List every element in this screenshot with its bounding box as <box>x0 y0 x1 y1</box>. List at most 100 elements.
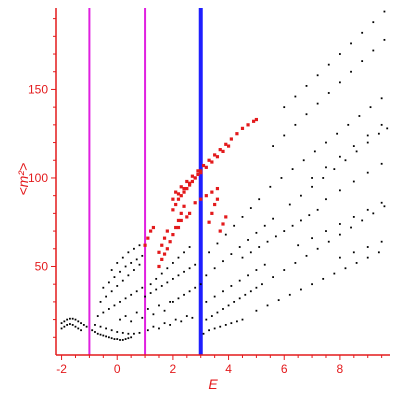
data-point-series-0 <box>119 339 121 341</box>
data-point-series-0 <box>380 240 383 243</box>
data-point-series-1 <box>199 171 203 175</box>
data-point-series-1 <box>196 172 200 177</box>
data-point-series-0 <box>69 317 71 320</box>
data-point-series-0 <box>355 150 358 153</box>
data-point-series-1 <box>210 190 214 194</box>
data-point-series-0 <box>121 279 124 282</box>
data-point-series-0 <box>124 338 127 340</box>
data-point-series-0 <box>74 318 77 321</box>
data-point-series-0 <box>300 288 302 291</box>
data-point-series-0 <box>94 331 96 333</box>
data-point-series-1 <box>182 186 186 191</box>
data-point-series-0 <box>107 281 110 284</box>
data-point-series-1 <box>201 163 206 168</box>
data-point-series-0 <box>230 285 233 287</box>
data-point-series-1 <box>165 247 169 251</box>
data-point-series-0 <box>305 254 308 257</box>
data-point-series-0 <box>155 277 158 280</box>
data-point-series-0 <box>107 308 110 310</box>
data-point-series-0 <box>283 230 286 232</box>
data-point-series-0 <box>274 235 277 238</box>
data-point-series-0 <box>110 329 113 332</box>
data-point-series-0 <box>135 258 138 261</box>
data-point-series-0 <box>124 265 127 268</box>
data-point-series-0 <box>372 212 375 215</box>
data-point-series-0 <box>146 308 149 310</box>
data-point-series-0 <box>116 338 119 340</box>
x-tick-label: 2 <box>170 362 177 376</box>
data-point-series-1 <box>162 236 167 240</box>
data-point-series-0 <box>258 198 261 201</box>
data-point-series-0 <box>325 166 327 169</box>
data-point-series-0 <box>166 267 169 270</box>
data-point-series-0 <box>291 224 294 227</box>
data-point-series-0 <box>141 254 144 257</box>
data-point-series-0 <box>311 283 313 286</box>
x-tick-label: -2 <box>56 362 67 376</box>
data-point-series-0 <box>63 320 66 323</box>
data-point-series-0 <box>255 269 258 271</box>
data-point-series-1 <box>240 126 245 130</box>
data-point-series-0 <box>141 286 144 289</box>
data-point-series-1 <box>185 179 189 184</box>
data-point-series-0 <box>66 324 69 326</box>
data-point-series-1 <box>193 201 197 205</box>
data-point-series-0 <box>138 244 141 247</box>
data-point-series-1 <box>229 137 233 141</box>
data-point-series-0 <box>113 338 116 340</box>
data-point-series-0 <box>377 132 380 135</box>
data-point-series-0 <box>386 127 389 130</box>
data-point-series-1 <box>254 117 258 122</box>
data-point-series-0 <box>241 216 244 218</box>
data-point-series-0 <box>283 269 286 271</box>
data-point-series-1 <box>193 176 197 180</box>
data-point-series-0 <box>294 262 297 264</box>
data-point-series-0 <box>121 331 124 334</box>
data-point-series-0 <box>71 317 74 320</box>
data-point-series-0 <box>130 336 133 339</box>
data-point-series-0 <box>238 297 241 300</box>
axes <box>55 8 390 356</box>
data-point-series-0 <box>272 217 274 220</box>
data-point-series-0 <box>188 246 191 248</box>
data-point-series-0 <box>138 331 141 334</box>
data-point-series-1 <box>188 183 192 187</box>
data-point-series-1 <box>174 225 178 230</box>
data-point-series-0 <box>102 286 105 289</box>
data-point-series-0 <box>205 318 208 321</box>
data-point-series-0 <box>263 224 266 227</box>
data-point-series-0 <box>135 311 138 314</box>
data-point-series-0 <box>277 299 280 302</box>
data-point-series-1 <box>188 181 192 185</box>
data-point-series-0 <box>116 331 119 333</box>
data-point-series-0 <box>119 270 121 273</box>
data-point-series-0 <box>121 339 124 341</box>
data-point-series-0 <box>208 329 210 332</box>
data-point-series-0 <box>339 155 341 158</box>
data-point-series-0 <box>202 332 205 335</box>
data-point-series-1 <box>188 211 192 215</box>
data-point-series-0 <box>224 233 227 236</box>
data-point-series-0 <box>339 256 341 259</box>
data-point-series-0 <box>339 223 341 225</box>
data-point-series-0 <box>230 322 233 325</box>
data-point-series-0 <box>124 297 127 300</box>
data-point-series-1 <box>174 190 178 194</box>
data-point-series-1 <box>143 243 147 247</box>
data-point-series-0 <box>366 256 369 259</box>
data-point-series-0 <box>313 150 316 153</box>
data-point-series-0 <box>222 260 224 263</box>
data-point-series-0 <box>127 337 130 340</box>
data-point-series-1 <box>146 236 150 240</box>
y-tick-label: 50 <box>35 259 49 273</box>
data-point-series-0 <box>266 304 269 307</box>
data-point-series-0 <box>255 309 258 312</box>
data-point-series-0 <box>344 267 347 270</box>
data-point-series-1 <box>176 192 181 196</box>
data-point-series-0 <box>116 262 119 264</box>
data-point-series-0 <box>185 315 188 317</box>
data-point-series-0 <box>183 270 185 273</box>
data-point-series-1 <box>176 218 181 223</box>
data-point-series-1 <box>176 225 181 230</box>
data-point-series-0 <box>105 327 107 330</box>
